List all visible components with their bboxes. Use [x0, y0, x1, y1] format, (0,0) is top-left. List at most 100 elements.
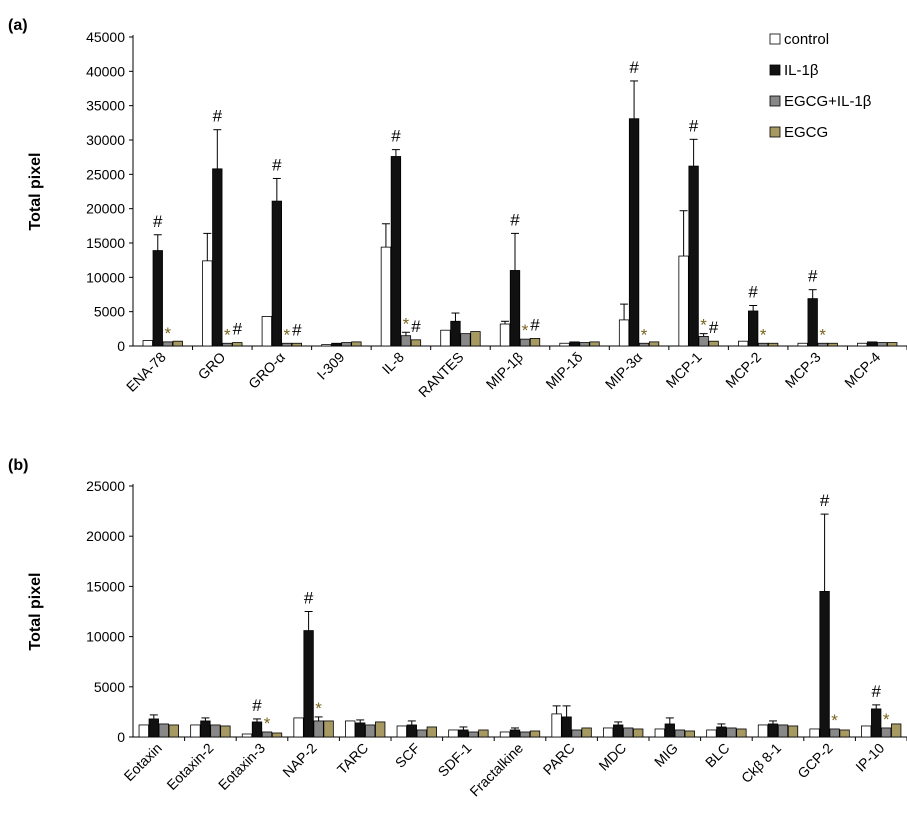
bar — [365, 724, 376, 738]
bar — [736, 728, 747, 738]
significance-hash: # — [709, 318, 719, 337]
bar — [396, 725, 407, 738]
legend-label: IL-1β — [784, 62, 819, 79]
bar — [148, 718, 159, 738]
significance-hash: # — [233, 320, 243, 339]
x-tick-label: TARC — [334, 740, 372, 778]
bar — [470, 331, 481, 347]
bar — [426, 726, 437, 738]
bar — [726, 727, 737, 738]
bar — [241, 733, 253, 738]
bar — [839, 729, 850, 738]
bar — [603, 727, 614, 738]
bar — [579, 342, 590, 347]
significance-star: * — [700, 316, 707, 335]
significance-star: * — [315, 699, 322, 718]
bar — [331, 342, 342, 347]
y-tick-label: 5000 — [94, 304, 125, 320]
significance-hash: # — [871, 682, 881, 701]
significance-star: * — [522, 321, 529, 340]
x-tick-label: IL-8 — [379, 349, 408, 378]
significance-hash: # — [304, 589, 314, 608]
bar — [891, 723, 902, 738]
bar — [251, 721, 263, 738]
x-tick-label: MCP-2 — [722, 349, 764, 391]
x-tick-label: Fractalkine — [466, 740, 526, 800]
bar — [623, 727, 634, 738]
bar — [440, 329, 451, 347]
bar — [168, 724, 179, 738]
significance-star: * — [831, 711, 838, 730]
y-tick-label: 10000 — [86, 629, 125, 645]
bar — [281, 342, 292, 347]
bar — [807, 298, 818, 347]
legend-swatch — [769, 64, 781, 76]
significance-star: * — [403, 314, 410, 333]
bar — [777, 724, 789, 738]
x-tick-label: MIP-3α — [602, 349, 645, 392]
bar — [410, 339, 422, 347]
x-tick-label: ENA-78 — [123, 349, 169, 395]
significance-hash: # — [292, 320, 302, 339]
bar — [460, 333, 471, 347]
bar — [351, 341, 362, 347]
bar — [380, 246, 392, 347]
bar — [468, 731, 479, 738]
y-tick-label: 20000 — [86, 201, 125, 217]
bar — [212, 168, 223, 347]
x-tick-label: BLC — [702, 740, 733, 771]
chart-panel-a: (a) Total pixel 0 5000 10000 15000 20000 25000 3… — [8, 17, 907, 400]
bar — [375, 721, 386, 738]
bar — [829, 728, 840, 738]
bar — [706, 729, 717, 738]
significance-hash: # — [629, 58, 639, 77]
bar — [345, 720, 356, 738]
bar — [200, 720, 211, 738]
bar — [787, 725, 799, 738]
bar — [210, 724, 221, 738]
y-tick-label: 20000 — [86, 528, 125, 544]
bar — [355, 722, 366, 738]
bar — [323, 720, 334, 738]
x-tick-label: Ckβ 8-1 — [738, 740, 784, 786]
bar — [261, 316, 272, 347]
bar — [674, 729, 685, 738]
x-tick-label: IP-10 — [852, 740, 887, 775]
significance-hash: # — [808, 267, 818, 286]
bar — [758, 342, 769, 347]
bar — [819, 591, 830, 738]
x-tick-label: I-309 — [314, 349, 348, 383]
bar — [232, 342, 243, 347]
significance-hash: # — [689, 116, 699, 135]
significance-hash: # — [391, 127, 401, 146]
x-tick-label: SCF — [392, 740, 423, 771]
significance-star: * — [164, 324, 171, 343]
bar — [291, 342, 302, 347]
bar — [172, 340, 183, 347]
bar — [152, 250, 163, 347]
bar — [190, 724, 201, 738]
bar — [448, 729, 459, 738]
bar — [581, 727, 592, 738]
bar — [220, 725, 231, 738]
y-tick-label: 35000 — [86, 98, 125, 114]
y-tick-label: 15000 — [86, 578, 125, 594]
bar — [519, 731, 531, 738]
bar — [158, 723, 169, 738]
significance-hash: # — [411, 317, 421, 336]
bar — [589, 341, 600, 347]
x-tick-label: MIG — [651, 740, 681, 770]
significance-star: * — [819, 325, 826, 344]
bar — [321, 344, 332, 347]
bar — [797, 342, 808, 347]
bar — [698, 335, 709, 347]
significance-star: * — [264, 714, 271, 733]
bar — [293, 717, 304, 738]
bar — [613, 724, 624, 738]
panel-label: (a) — [8, 17, 28, 34]
bar — [861, 725, 872, 738]
bar — [303, 630, 314, 738]
bar — [499, 731, 511, 738]
x-tick-label: MIP-1δ — [542, 349, 585, 392]
bar — [664, 723, 675, 738]
